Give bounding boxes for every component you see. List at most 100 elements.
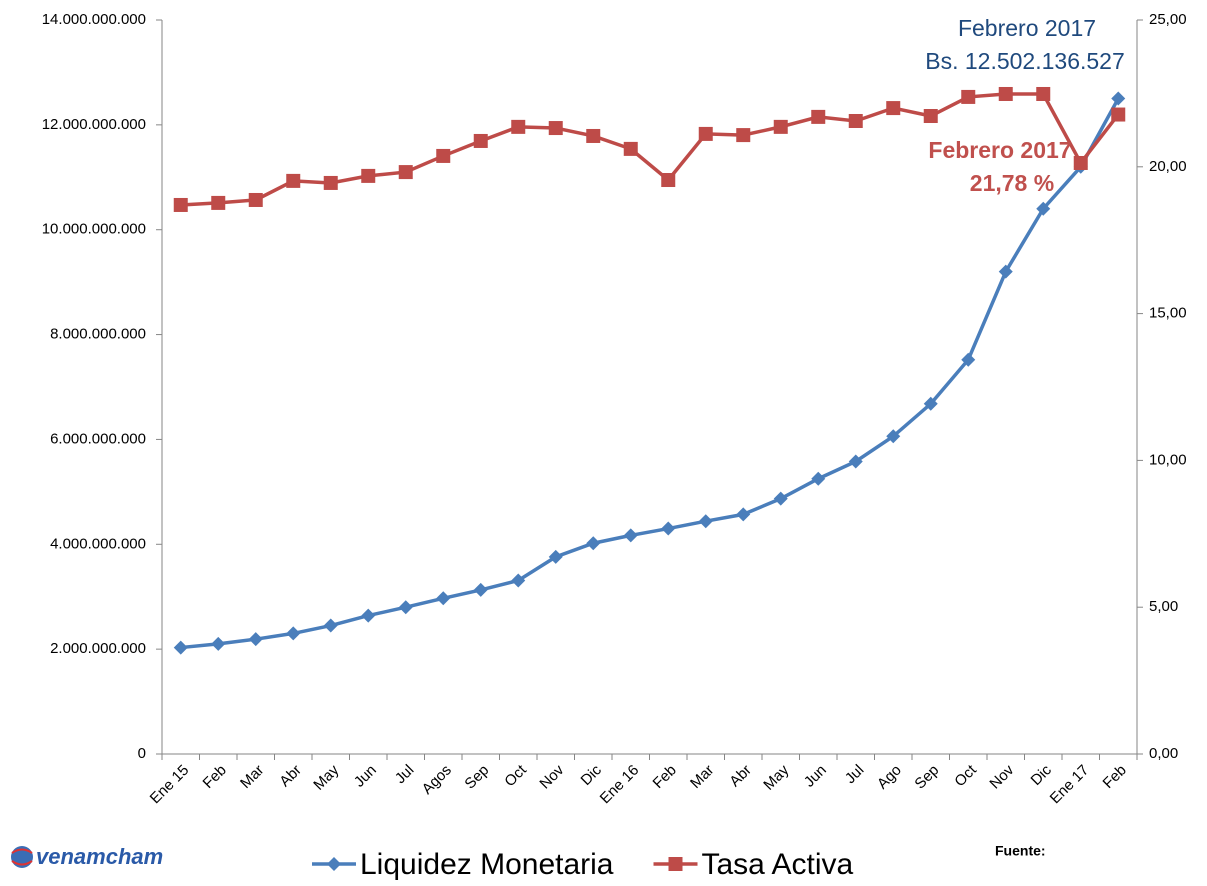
x-tick-label: Mar — [237, 762, 267, 792]
x-tick-label: Sep — [911, 762, 942, 793]
y2-tick-label: 15,00 — [1149, 305, 1187, 322]
y-tick-label: 12.000.000.000 — [42, 116, 146, 133]
diamond-marker — [736, 507, 751, 522]
diamond-marker — [1111, 91, 1126, 106]
annotation: Bs. 12.502.136.527 — [925, 48, 1125, 74]
y2-tick-label: 10,00 — [1149, 451, 1187, 468]
square-marker — [361, 168, 376, 183]
annotation: Febrero 2017 — [958, 15, 1096, 41]
x-tick-label: Ago — [874, 762, 905, 793]
annotation: 21,78 % — [970, 170, 1054, 196]
x-tick-label: Jul — [842, 762, 868, 788]
square-marker — [886, 101, 901, 116]
legend-label: Liquidez Monetaria — [360, 848, 614, 881]
x-tick-label: Oct — [951, 761, 980, 790]
diamond-marker — [323, 618, 338, 633]
square-marker — [736, 128, 751, 143]
diamond-marker — [248, 632, 263, 647]
y2-tick-label: 5,00 — [1149, 598, 1178, 615]
square-marker — [668, 857, 683, 871]
y-tick-label: 8.000.000.000 — [50, 326, 146, 343]
diamond-marker — [1036, 201, 1051, 216]
x-tick-label: Abr — [276, 762, 305, 791]
x-tick-label: Feb — [650, 762, 680, 792]
source-label: Fuente: — [995, 843, 1046, 859]
square-marker — [661, 173, 676, 188]
square-marker — [1111, 107, 1126, 122]
logo-stripes — [11, 848, 33, 866]
x-tick-label: Sep — [461, 762, 492, 793]
square-marker — [511, 119, 526, 134]
diamond-marker — [998, 264, 1013, 279]
y-tick-label: 14.000.000.000 — [42, 11, 146, 28]
diamond-marker — [773, 491, 788, 506]
x-tick-label: Ene 15 — [147, 762, 193, 808]
x-tick-label: Dic — [578, 761, 606, 789]
diamond-marker — [173, 640, 188, 655]
diamond-marker — [286, 626, 301, 641]
square-marker — [323, 175, 338, 190]
x-tick-label: Jun — [351, 762, 380, 791]
square-marker — [286, 173, 301, 188]
diamond-marker — [961, 352, 976, 367]
x-tick-label: Dic — [1028, 761, 1056, 789]
x-tick-label: Jun — [801, 762, 830, 791]
legend-label: Tasa Activa — [702, 848, 854, 881]
x-tick-label: Ene 17 — [1047, 762, 1093, 808]
square-marker — [961, 89, 976, 104]
x-tick-label: Agos — [419, 762, 455, 798]
logo: venamcham — [11, 844, 163, 869]
x-tick-label: Feb — [200, 762, 230, 792]
y-tick-label: 2.000.000.000 — [50, 640, 146, 657]
series-line — [180, 97, 1120, 650]
square-marker — [1073, 155, 1088, 170]
x-tick-label: Feb — [1100, 762, 1130, 792]
square-marker — [923, 109, 938, 124]
diamond-marker — [886, 429, 901, 444]
diamond-marker — [586, 536, 601, 551]
square-marker — [698, 126, 713, 141]
square-marker — [436, 148, 451, 163]
x-tick-label: Abr — [726, 762, 755, 791]
diamond-marker — [473, 582, 488, 597]
square-marker — [586, 128, 601, 143]
y-tick-label: 0 — [138, 745, 146, 762]
annotation: Febrero 2017 — [928, 137, 1071, 163]
x-tick-label: May — [760, 761, 792, 793]
x-tick-label: May — [310, 761, 342, 793]
square-marker — [773, 119, 788, 134]
x-tick-label: Jul — [392, 762, 418, 788]
square-marker — [473, 133, 488, 148]
diamond-marker — [398, 600, 413, 615]
y2-tick-label: 25,00 — [1149, 11, 1187, 28]
diamond-marker — [698, 514, 713, 529]
logo-text: venamcham — [36, 844, 163, 869]
x-tick-label: Oct — [501, 761, 530, 790]
x-tick-label: Ene 16 — [597, 762, 643, 808]
x-tick-label: Nov — [536, 761, 567, 792]
y-tick-label: 4.000.000.000 — [50, 535, 146, 552]
square-marker — [248, 192, 263, 207]
square-marker — [623, 141, 638, 156]
diamond-marker — [623, 528, 638, 543]
diamond-marker — [548, 549, 563, 564]
x-tick-label: Mar — [687, 762, 717, 792]
diamond-marker — [923, 396, 938, 411]
y2-tick-label: 0,00 — [1149, 745, 1178, 762]
diamond-marker — [848, 454, 863, 469]
square-marker — [548, 121, 563, 136]
y-tick-label: 6.000.000.000 — [50, 430, 146, 447]
diamond-marker — [436, 591, 451, 606]
diamond-marker — [511, 573, 526, 588]
x-tick-label: Nov — [986, 761, 1017, 792]
square-marker — [811, 109, 826, 124]
y-tick-label: 10.000.000.000 — [42, 221, 146, 238]
square-marker — [173, 197, 188, 212]
square-marker — [211, 195, 226, 210]
diamond-marker — [811, 471, 826, 486]
diamond-marker — [361, 608, 376, 623]
square-marker — [398, 165, 413, 180]
diamond-marker — [211, 636, 226, 651]
diamond-marker — [661, 521, 676, 536]
